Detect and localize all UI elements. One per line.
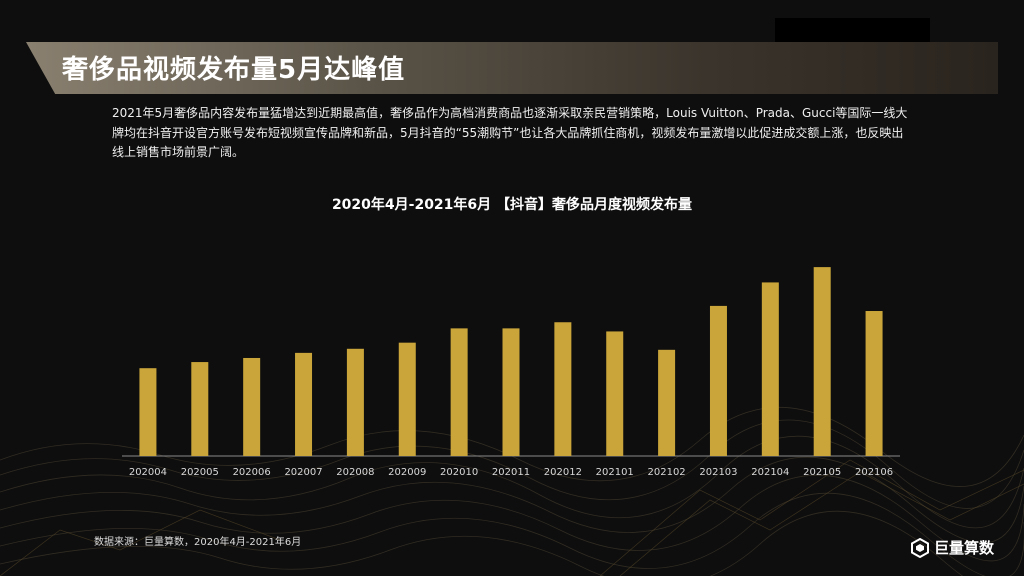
brand-logo: 巨量算数 bbox=[910, 537, 994, 558]
bar-202008 bbox=[346, 348, 364, 456]
x-tick-label-202008: 202008 bbox=[336, 467, 374, 478]
bar-202105 bbox=[813, 267, 831, 456]
title-banner bbox=[26, 42, 998, 94]
bar-202004 bbox=[139, 368, 157, 456]
x-tick-label-202009: 202009 bbox=[388, 467, 426, 478]
data-source-note: 数据来源：巨量算数，2020年4月-2021年6月 bbox=[94, 537, 302, 548]
x-tick-label-202105: 202105 bbox=[803, 467, 841, 478]
x-tick-label-202102: 202102 bbox=[648, 467, 686, 478]
bar-202011 bbox=[502, 328, 520, 456]
logo-text: 巨量算数 bbox=[934, 539, 995, 557]
x-tick-label-202106: 202106 bbox=[855, 467, 893, 478]
top-decoration-block bbox=[775, 18, 930, 42]
bar-202101 bbox=[606, 331, 624, 456]
bar-202007 bbox=[295, 352, 313, 456]
x-tick-label-202007: 202007 bbox=[284, 467, 322, 478]
bar-202103 bbox=[709, 305, 727, 456]
bar-202006 bbox=[243, 357, 261, 456]
x-tick-label-202004: 202004 bbox=[129, 467, 167, 478]
x-tick-label-202012: 202012 bbox=[544, 467, 582, 478]
bar-202005 bbox=[191, 362, 209, 456]
bar-202010 bbox=[450, 328, 468, 456]
x-tick-label-202103: 202103 bbox=[699, 467, 737, 478]
bar-202009 bbox=[398, 342, 416, 456]
page-title: 奢侈品视频发布量5月达峰值 bbox=[62, 55, 406, 85]
x-tick-label-202101: 202101 bbox=[596, 467, 634, 478]
bar-202104 bbox=[761, 282, 779, 456]
bar-202012 bbox=[554, 322, 572, 456]
x-tick-label-202011: 202011 bbox=[492, 467, 530, 478]
chart-title: 2020年4月-2021年6月 【抖音】奢侈品月度视频发布量 bbox=[331, 197, 693, 213]
x-tick-label-202006: 202006 bbox=[233, 467, 271, 478]
x-tick-label-202104: 202104 bbox=[751, 467, 789, 478]
bar-202106 bbox=[865, 311, 883, 456]
hexagon-logo-icon bbox=[911, 537, 929, 558]
x-tick-label-202010: 202010 bbox=[440, 467, 478, 478]
x-tick-label-202005: 202005 bbox=[181, 467, 219, 478]
bar-202102 bbox=[658, 349, 676, 456]
description-text: 2021年5月奢侈品内容发布量猛增达到近期最高值，奢侈品作为高档消费商品也逐渐采… bbox=[112, 106, 908, 159]
